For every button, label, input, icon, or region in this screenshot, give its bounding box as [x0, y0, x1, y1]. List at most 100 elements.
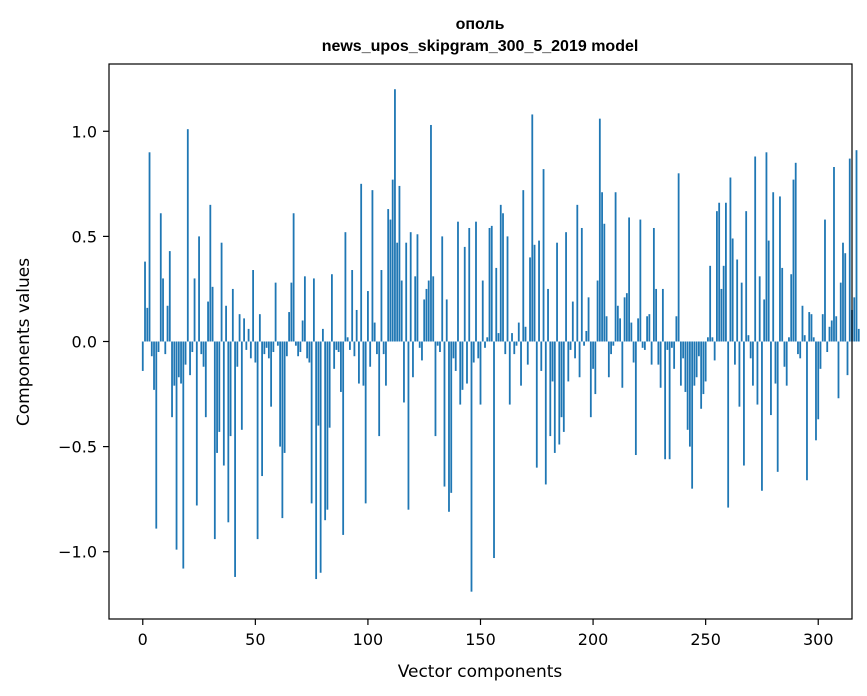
bar-136 — [448, 341, 450, 512]
bar-270 — [749, 341, 752, 359]
bar-203 — [598, 118, 601, 342]
bar-115 — [400, 280, 403, 342]
bar-89 — [342, 341, 345, 535]
bar-191 — [571, 301, 574, 342]
bar-168 — [520, 341, 522, 386]
bar-44 — [240, 341, 243, 430]
bar-40 — [231, 288, 234, 342]
bar-202 — [596, 280, 599, 342]
bar-226 — [650, 341, 653, 365]
bar-190 — [569, 341, 572, 350]
bar-298 — [812, 337, 815, 342]
bar-48 — [249, 341, 252, 359]
bar-59 — [274, 282, 277, 342]
bar-132 — [439, 341, 441, 353]
bar-57 — [270, 341, 273, 407]
bar-10 — [164, 341, 167, 355]
bar-211 — [616, 305, 619, 342]
bar-177 — [540, 341, 543, 371]
bar-281 — [774, 341, 777, 384]
bar-5 — [153, 341, 155, 390]
bar-35 — [220, 242, 223, 342]
bar-248 — [700, 341, 703, 409]
bar-124 — [421, 341, 423, 361]
bar-213 — [621, 341, 624, 388]
bar-303 — [824, 219, 826, 342]
bar-274 — [758, 276, 761, 342]
bar-66 — [290, 282, 293, 342]
bar-128 — [430, 124, 432, 342]
bar-161 — [504, 341, 507, 355]
bar-299 — [815, 341, 817, 441]
bar-125 — [423, 299, 426, 342]
bar-279 — [770, 341, 772, 416]
bar-50 — [254, 341, 257, 363]
bar-93 — [351, 270, 354, 342]
bar-318 — [857, 328, 860, 342]
bar-110 — [389, 219, 392, 342]
bar-193 — [576, 204, 579, 342]
chart-title: ополь — [456, 16, 505, 33]
bar-167 — [517, 322, 520, 342]
bar-295 — [806, 341, 808, 481]
bar-31 — [211, 286, 214, 342]
x-tick-label: 0 — [138, 630, 148, 649]
bar-84 — [331, 274, 333, 342]
bar-29 — [207, 301, 209, 342]
bar-250 — [704, 341, 707, 382]
bar-244 — [691, 341, 694, 489]
bar-185 — [558, 341, 561, 445]
bar-112 — [394, 89, 396, 342]
bar-258 — [722, 265, 725, 342]
x-tick-label: 150 — [465, 630, 496, 649]
bar-116 — [403, 341, 405, 403]
bar-278 — [767, 240, 770, 342]
bar-300 — [817, 341, 820, 420]
bar-102 — [371, 190, 374, 342]
bar-194 — [578, 341, 581, 378]
bar-272 — [754, 156, 757, 342]
bar-67 — [292, 213, 295, 342]
bar-54 — [263, 341, 266, 355]
bar-17 — [180, 341, 182, 384]
bar-38 — [227, 341, 230, 523]
bar-64 — [285, 341, 288, 357]
bar-302 — [821, 314, 824, 342]
bar-307 — [833, 167, 835, 342]
y-tick-label: 1.0 — [72, 122, 97, 141]
bar-276 — [763, 299, 766, 342]
bar-12 — [168, 251, 171, 342]
bar-68 — [294, 341, 297, 346]
bar-313 — [846, 341, 849, 376]
bar-27 — [202, 341, 205, 367]
bar-130 — [434, 341, 437, 437]
bar-70 — [299, 341, 302, 353]
bar-291 — [797, 341, 799, 355]
bar-198 — [587, 297, 590, 342]
bar-189 — [567, 341, 570, 382]
bar-277 — [765, 152, 768, 342]
bar-92 — [349, 341, 351, 350]
bar-133 — [441, 236, 444, 342]
bar-174 — [533, 244, 536, 342]
y-axis-label: Components values — [14, 258, 34, 426]
bar-317 — [855, 150, 858, 342]
bar-78 — [317, 341, 320, 426]
bar-170 — [524, 326, 527, 342]
bar-58 — [272, 341, 275, 353]
bar-273 — [756, 341, 759, 405]
bar-117 — [405, 242, 408, 342]
bar-137 — [450, 341, 453, 493]
bar-225 — [648, 314, 651, 342]
bar-216 — [628, 217, 630, 342]
bar-232 — [664, 341, 667, 460]
bar-25 — [198, 236, 200, 342]
bar-131 — [436, 341, 439, 346]
bar-245 — [693, 341, 696, 386]
bar-153 — [486, 337, 489, 342]
bar-201 — [594, 341, 597, 395]
bar-63 — [283, 341, 286, 453]
bar-134 — [443, 341, 446, 487]
bar-162 — [506, 236, 509, 342]
bar-143 — [463, 246, 466, 342]
